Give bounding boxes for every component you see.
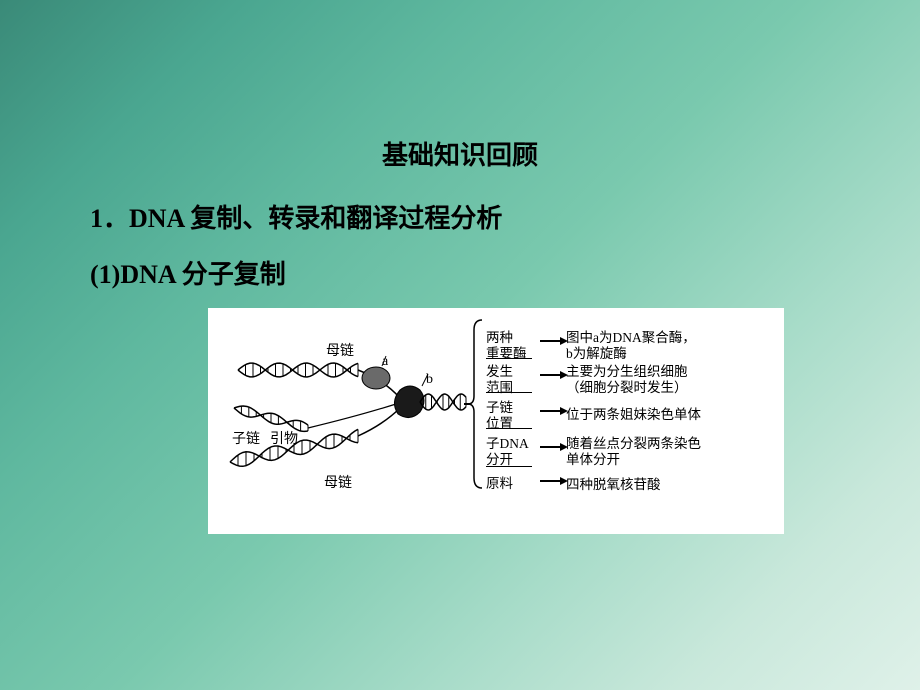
row-value: 四种脱氧核苷酸 <box>566 473 661 493</box>
row-label: 分开 <box>486 448 513 468</box>
row-label: 位置 <box>486 412 513 432</box>
row-value: 位于两条姐妹染色单体 <box>566 403 701 423</box>
row-label: 范围 <box>486 376 513 396</box>
page-title: 基础知识回顾 <box>0 135 920 172</box>
dna-label-primer: 引物 <box>270 428 298 448</box>
dna-label-a: a <box>382 354 388 370</box>
row-label: 原料 <box>486 472 513 492</box>
arrow-line <box>540 410 560 412</box>
arrow-line <box>540 374 560 376</box>
dna-label-mother_bottom: 母链 <box>324 472 352 492</box>
dna-label-child: 子链 <box>232 428 260 448</box>
dna-label-b: b <box>426 372 433 388</box>
subsection-title: (1)DNA 分子复制 <box>90 254 286 291</box>
connector-line <box>464 403 470 405</box>
row-value: 单体分开 <box>566 448 620 468</box>
row-value: （细胞分裂时发生） <box>566 376 688 396</box>
section-number-title: 1．DNA 复制、转录和翻译过程分析 <box>90 198 502 235</box>
row-label: 重要酶 <box>486 342 527 362</box>
arrow-line <box>540 340 560 342</box>
brace-icon <box>468 318 486 494</box>
arrow-line <box>540 446 560 448</box>
row-value: b为解旋酶 <box>566 342 627 362</box>
dna-replication-diagram: 母链子链引物母链ab两种重要酶图中a为DNA聚合酶，b为解旋酶发生范围主要为分生… <box>208 308 784 534</box>
arrow-line <box>540 480 560 482</box>
dna-label-mother_top: 母链 <box>326 340 354 360</box>
